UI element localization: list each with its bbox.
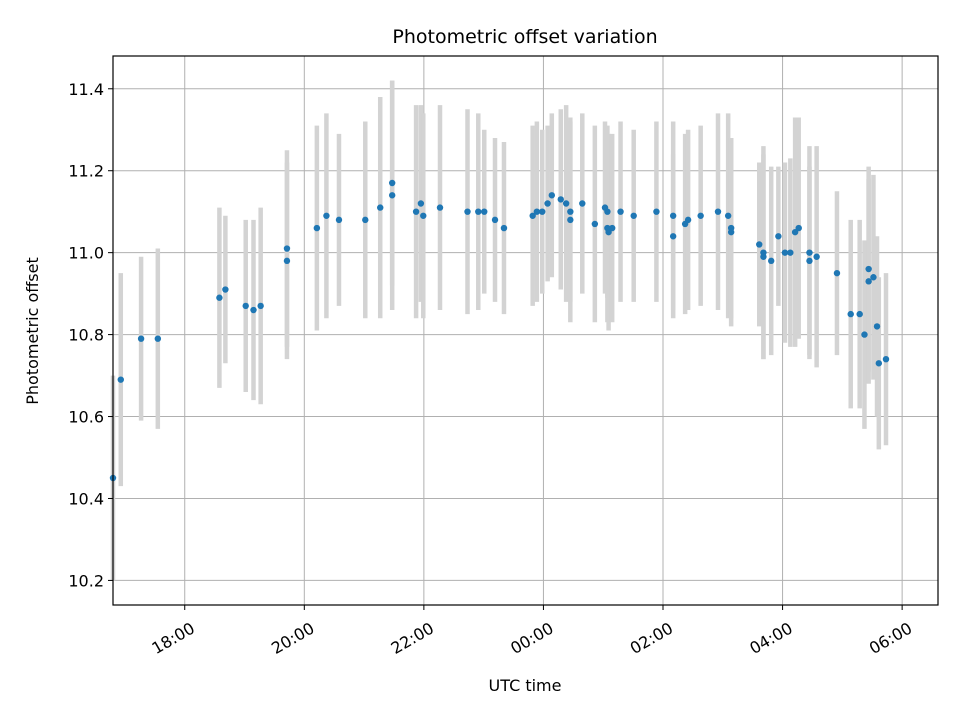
data-point: [775, 233, 782, 240]
data-point: [781, 249, 789, 256]
data-point: [653, 208, 660, 215]
data-point: [795, 224, 802, 232]
data-point: [539, 208, 546, 215]
data-point: [873, 323, 881, 330]
x-axis: 18:00 20:00 22:00 00:00 02:00 04:00 06:00: [149, 605, 915, 658]
y-tick-label: 10.6: [68, 408, 104, 427]
data-point: [283, 245, 291, 252]
y-axis: 10.2 10.4 10.6 10.8 11.0 11.2 11.4: [68, 80, 113, 590]
data-point: [714, 208, 722, 215]
data-point: [768, 257, 775, 265]
data-point: [787, 249, 794, 256]
data-point: [697, 212, 704, 219]
data-point: [548, 192, 556, 199]
data-point: [856, 310, 863, 318]
data-point: [491, 216, 499, 224]
x-tick-label: 06:00: [866, 618, 915, 658]
data-point: [242, 302, 249, 310]
y-axis-title: Photometric offset: [23, 257, 42, 405]
x-axis-title: UTC time: [489, 676, 562, 695]
data-point: [500, 224, 508, 232]
data-points: [109, 179, 890, 482]
data-point: [617, 208, 624, 215]
data-point: [117, 376, 124, 383]
data-point: [875, 360, 883, 367]
data-point: [567, 208, 574, 215]
y-tick-label: 10.8: [68, 326, 104, 345]
data-point: [412, 208, 420, 215]
data-point: [417, 200, 425, 207]
data-point: [813, 253, 820, 260]
data-point: [882, 355, 890, 363]
data-point: [222, 286, 229, 293]
grid: [113, 56, 938, 605]
data-point: [388, 179, 396, 187]
error-bars: [110, 80, 889, 581]
data-point: [724, 212, 732, 219]
data-point: [362, 216, 369, 224]
data-point: [669, 212, 677, 219]
data-point: [475, 208, 482, 215]
data-point: [806, 257, 813, 265]
data-point: [216, 294, 223, 301]
y-tick-label: 11.2: [68, 162, 104, 181]
data-point: [562, 200, 570, 207]
x-tick-label: 02:00: [627, 618, 676, 658]
data-point: [533, 208, 541, 215]
data-point: [154, 335, 162, 342]
data-point: [630, 212, 637, 219]
data-point: [567, 216, 574, 224]
data-point: [870, 274, 877, 281]
data-point: [420, 212, 427, 219]
data-point: [250, 306, 257, 314]
data-point: [727, 224, 735, 232]
y-tick-label: 11.0: [68, 244, 104, 263]
data-point: [604, 208, 611, 215]
y-tick-label: 11.4: [68, 80, 104, 99]
y-tick-label: 10.4: [68, 489, 104, 508]
y-tick-label: 10.2: [68, 571, 104, 590]
x-tick-label: 18:00: [149, 618, 198, 658]
data-point: [335, 216, 343, 224]
data-point: [313, 224, 321, 232]
data-point: [257, 302, 264, 310]
data-point: [833, 269, 841, 277]
data-point: [436, 204, 444, 211]
data-point: [591, 220, 599, 228]
data-point: [137, 335, 145, 342]
x-tick-label: 04:00: [746, 618, 795, 658]
data-point: [464, 208, 471, 215]
data-point: [760, 253, 767, 260]
data-point: [861, 331, 868, 338]
data-point: [608, 224, 616, 232]
data-point: [481, 208, 488, 215]
data-point: [806, 249, 813, 256]
data-point: [669, 233, 677, 240]
data-point: [865, 278, 872, 285]
data-point: [684, 216, 692, 224]
chart-title: Photometric offset variation: [392, 26, 657, 48]
data-point: [283, 257, 291, 265]
data-point: [323, 212, 330, 219]
data-point: [529, 212, 536, 219]
x-tick-label: 00:00: [507, 618, 556, 658]
x-tick-label: 20:00: [268, 618, 317, 658]
data-point: [544, 200, 551, 207]
data-point: [557, 196, 564, 203]
x-tick-label: 22:00: [388, 618, 437, 658]
data-point: [756, 241, 763, 248]
data-point: [377, 204, 384, 211]
data-point: [865, 265, 872, 273]
data-point: [847, 310, 854, 318]
plot-frame: [112, 55, 939, 606]
data-point: [579, 200, 586, 207]
data-point: [388, 192, 396, 199]
